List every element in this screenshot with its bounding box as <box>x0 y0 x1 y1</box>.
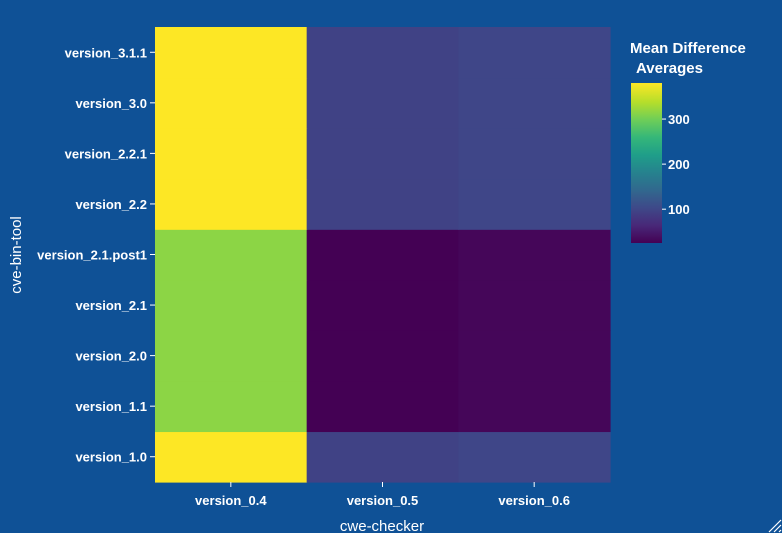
heatmap-cell[interactable] <box>306 229 459 281</box>
colorbar-tick-label: 100 <box>668 202 690 217</box>
heatmap-cell[interactable] <box>458 77 611 129</box>
resize-grip-icon[interactable] <box>766 517 782 533</box>
colorbar-title-line-2: Averages <box>636 60 703 77</box>
y-axis-title: cve-bin-tool <box>8 216 25 294</box>
heatmap-cell[interactable] <box>306 279 459 331</box>
heatmap-cell[interactable] <box>155 128 308 180</box>
y-tick-label: version_2.1.post1 <box>37 248 147 263</box>
heatmap-cell[interactable] <box>306 330 459 382</box>
heatmap-cell[interactable] <box>155 330 308 382</box>
heatmap-cell[interactable] <box>155 380 308 433</box>
heatmap-cell[interactable] <box>458 178 611 230</box>
y-tick-label: version_1.0 <box>75 450 147 465</box>
heatmap-cell[interactable] <box>155 178 308 230</box>
colorbar-tick-label: 200 <box>668 157 690 172</box>
heatmap-cell[interactable] <box>458 431 611 483</box>
heatmap-cell[interactable] <box>458 330 611 382</box>
x-tick-label: version_0.6 <box>498 493 570 508</box>
heatmap-cell[interactable] <box>458 27 611 79</box>
x-tick-label: version_0.4 <box>195 493 267 508</box>
heatmap-cell[interactable] <box>155 77 308 129</box>
heatmap-cell[interactable] <box>306 380 459 433</box>
y-axis-ticks: version_1.0 version_1.1 version_2.0 version… <box>37 45 155 465</box>
heatmap-cells <box>155 27 611 483</box>
colorbar-ticks: 100 200 300 <box>662 112 690 217</box>
colorbar-tick-label: 300 <box>668 112 690 127</box>
x-tick-label: version_0.5 <box>347 493 419 508</box>
y-tick-label: version_2.2.1 <box>65 146 147 161</box>
heatmap-cell[interactable] <box>306 77 459 129</box>
heatmap-cell[interactable] <box>306 431 459 483</box>
heatmap-cell[interactable] <box>458 380 611 433</box>
heatmap-cell[interactable] <box>155 229 308 281</box>
y-tick-label: version_2.0 <box>75 349 147 364</box>
x-axis-title: cwe-checker <box>340 518 424 533</box>
y-tick-label: version_3.1.1 <box>65 45 147 60</box>
heatmap-cell[interactable] <box>306 27 459 79</box>
y-tick-label: version_3.0 <box>75 96 147 111</box>
heatmap-cell[interactable] <box>458 128 611 180</box>
heatmap-cell[interactable] <box>458 229 611 281</box>
colorbar: Mean Difference Averages 100 200 300 <box>630 40 746 243</box>
heatmap-cell[interactable] <box>458 279 611 331</box>
y-tick-label: version_2.1 <box>75 298 147 313</box>
heatmap-cell[interactable] <box>306 128 459 180</box>
colorbar-title-line-1: Mean Difference <box>630 40 746 57</box>
heatmap-cell[interactable] <box>155 279 308 331</box>
heatmap-cell[interactable] <box>155 27 308 79</box>
x-axis-ticks: version_0.4 version_0.5 version_0.6 <box>195 482 570 508</box>
heatmap-cell[interactable] <box>306 178 459 230</box>
colorbar-gradient <box>631 83 662 243</box>
y-tick-label: version_2.2 <box>75 197 147 212</box>
y-tick-label: version_1.1 <box>75 399 147 414</box>
heatmap-cell[interactable] <box>155 431 308 483</box>
